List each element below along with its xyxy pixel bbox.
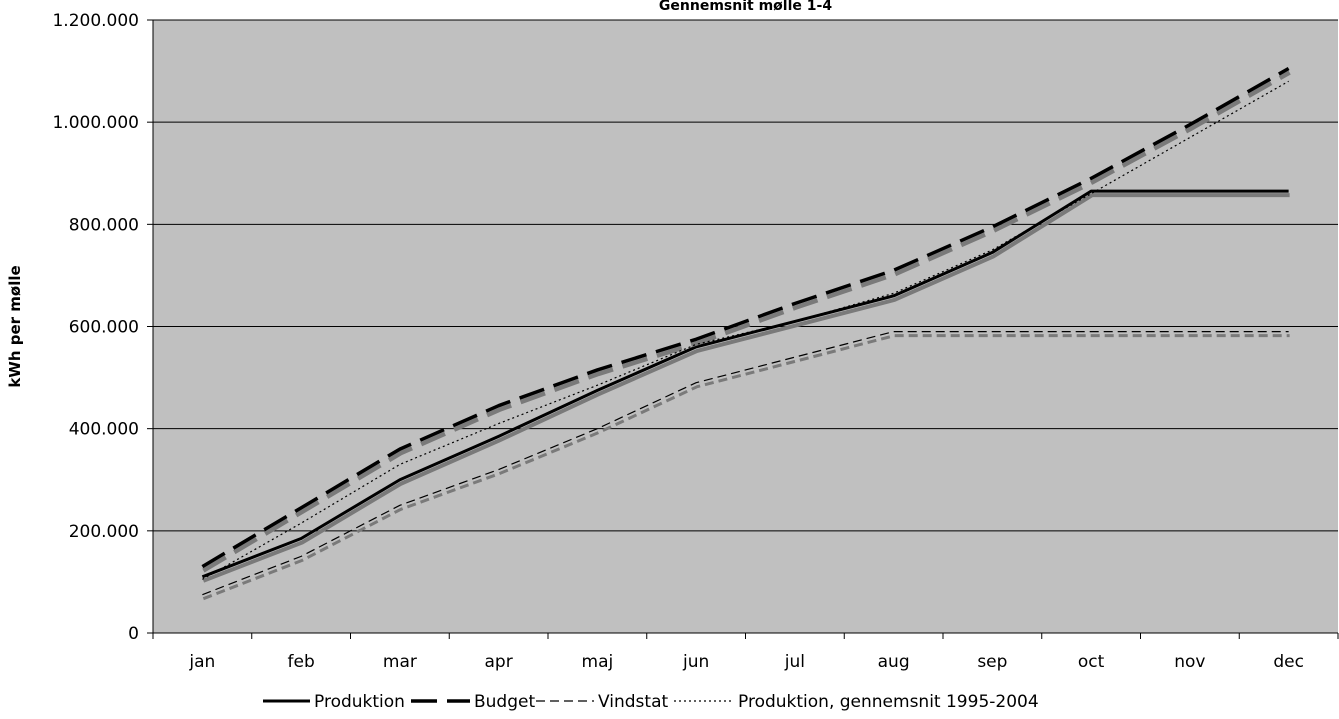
- chart-title: Gennemsnit mølle 1-4: [659, 0, 832, 14]
- x-tick-label: jul: [784, 652, 805, 672]
- series-line: [201, 189, 1289, 579]
- axes: 0 200.000 400.000 600.000 800.000 1.000.000 1.…: [52, 11, 1339, 672]
- x-tick-label: feb: [288, 652, 315, 672]
- series-line-shadow: [202, 334, 1290, 601]
- series-line: [201, 67, 1290, 569]
- legend-label: Produktion: [314, 692, 405, 712]
- x-tick-label: mar: [383, 652, 417, 672]
- legend-item-3: Vindstat: [536, 692, 668, 712]
- legend: Produktion Budget Vindstat Produktion, genn…: [263, 692, 1039, 712]
- legend-label: Budget: [474, 692, 535, 712]
- legend-item-1: Produktion: [263, 692, 405, 712]
- legend-label: Produktion, gennemsnit 1995-2004: [738, 692, 1039, 712]
- series-line-shadow: [202, 70, 1291, 573]
- x-tick-label: jun: [682, 652, 709, 672]
- series-2: [201, 67, 1291, 573]
- x-tick-label: maj: [582, 652, 614, 672]
- y-tick-label: 1.000.000: [52, 113, 139, 133]
- y-tick-label: 0: [128, 624, 139, 644]
- x-tick-label: sep: [977, 652, 1007, 672]
- series-lines: [201, 67, 1291, 601]
- y-tick-label: 200.000: [69, 522, 139, 542]
- y-axis-title: kWh per mølle: [6, 265, 24, 387]
- series-1: [201, 189, 1290, 583]
- series-line-shadow: [202, 193, 1290, 583]
- x-tick-label: apr: [485, 652, 513, 672]
- legend-item-2: Budget: [411, 692, 535, 712]
- x-tick-label: nov: [1174, 652, 1205, 672]
- x-tick-label: aug: [878, 652, 910, 672]
- series-line: [202, 331, 1289, 596]
- y-tick-label: 1.200.000: [52, 11, 139, 31]
- x-tick-label: oct: [1078, 652, 1105, 672]
- x-tick-label: jan: [188, 652, 215, 672]
- legend-item-4: Produktion, gennemsnit 1995-2004: [674, 692, 1039, 712]
- legend-label: Vindstat: [598, 692, 668, 712]
- y-tick-label: 600.000: [69, 318, 139, 338]
- series-3: [202, 331, 1290, 601]
- y-tick-label: 800.000: [69, 215, 139, 235]
- x-tick-label: dec: [1273, 652, 1304, 672]
- y-tick-label: 400.000: [69, 420, 139, 440]
